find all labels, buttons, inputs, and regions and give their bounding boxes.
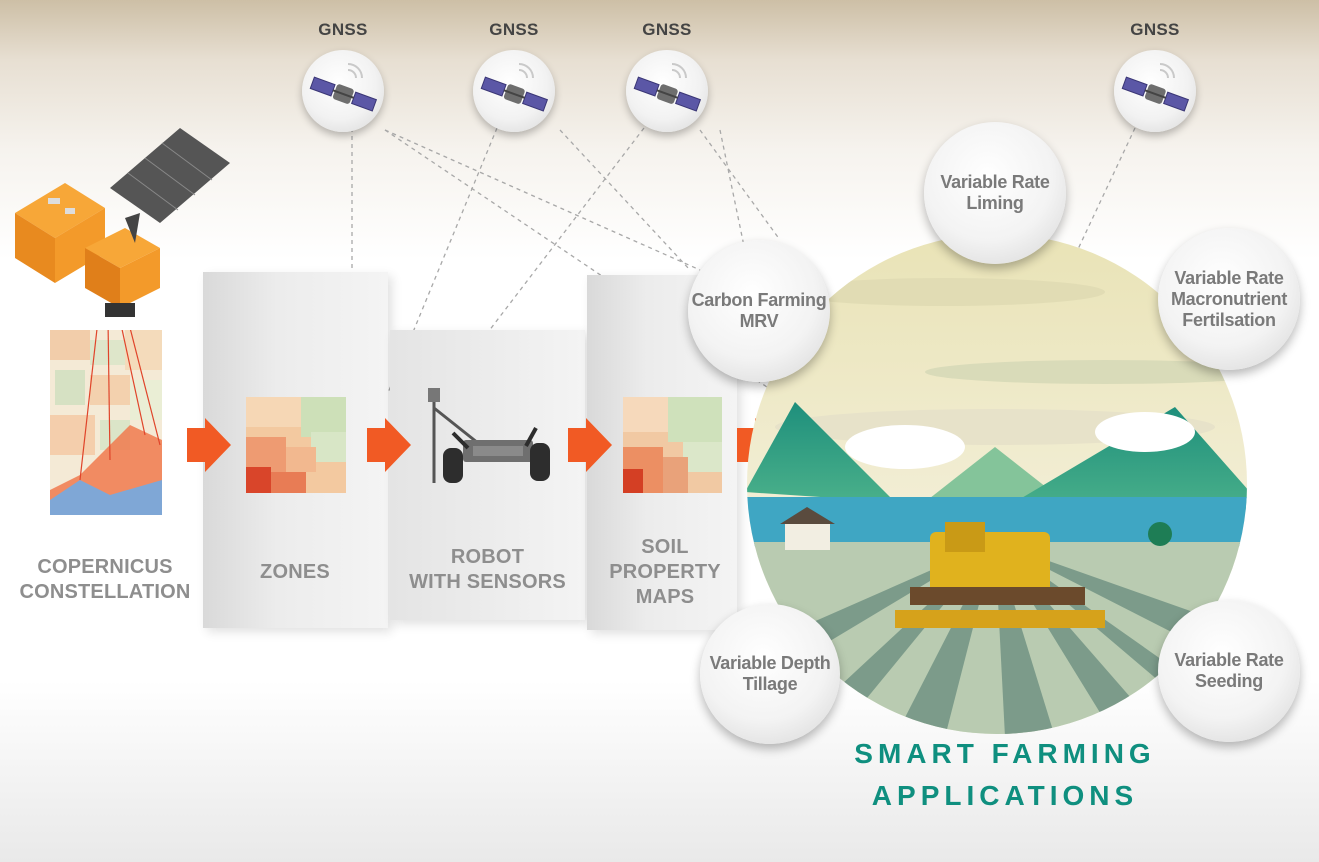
stage-label-line: PROPERTY xyxy=(609,561,721,583)
stage-label-copernicus: COPERNICUS CONSTELLATION xyxy=(10,555,200,605)
app-variable-rate-liming: Variable Rate Liming xyxy=(924,122,1066,264)
app-variable-rate-seeding: Variable Rate Seeding xyxy=(1158,600,1300,742)
satellite-icon xyxy=(626,50,708,132)
satellite-icon xyxy=(302,50,384,132)
app-text-line: Variable Depth xyxy=(709,653,831,673)
app-text-line: Macronutrient xyxy=(1170,288,1288,309)
app-variable-depth-tillage: Variable Depth Tillage xyxy=(700,604,840,744)
stage-label-soil-maps: SOIL PROPERTY MAPS xyxy=(590,535,740,610)
stage-label-line: WITH SENSORS xyxy=(409,571,566,593)
stage-label-line: MAPS xyxy=(635,586,695,608)
app-text-line: Variable Rate xyxy=(940,172,1050,192)
app-carbon-farming: Carbon Farming MRV xyxy=(688,240,830,382)
flow-arrow-3-head xyxy=(586,418,612,472)
app-text-line: MRV xyxy=(739,311,779,331)
robot-panel xyxy=(390,330,585,620)
stage-label-line: CONSTELLATION xyxy=(19,581,191,603)
gnss-label: GNSS xyxy=(1130,20,1180,39)
title-line-1: SMART FARMING xyxy=(854,738,1156,769)
app-text-line: Variable Rate xyxy=(1174,267,1284,288)
flow-arrow-3 xyxy=(568,428,586,462)
app-text-line: Liming xyxy=(966,193,1024,213)
flow-arrow-2-head xyxy=(385,418,411,472)
stage-label-zones: ZONES xyxy=(215,560,375,585)
gnss-label: GNSS xyxy=(642,20,692,39)
app-text-line: Carbon Farming xyxy=(691,290,827,310)
stage-label-line: ROBOT xyxy=(450,546,525,568)
app-variable-rate-fertilisation: Variable Rate Macronutrient Fertilsation xyxy=(1158,228,1300,370)
gnss-label: GNSS xyxy=(489,20,539,39)
stage-label-robot: ROBOT WITH SENSORS xyxy=(395,545,580,595)
app-text-line: Variable Rate xyxy=(1174,650,1284,670)
satellite-icon xyxy=(1114,50,1196,132)
stage-label-line: ZONES xyxy=(260,561,330,583)
app-text-line: Seeding xyxy=(1195,671,1263,691)
flow-arrow-1 xyxy=(187,428,205,462)
stage-label-line: SOIL xyxy=(641,536,689,558)
stage-label-line: COPERNICUS xyxy=(37,556,173,578)
soil-robot-icon xyxy=(428,388,550,483)
gnss-label: GNSS xyxy=(318,20,368,39)
title-line-2: APPLICATIONS xyxy=(871,780,1139,811)
soil-property-heatmap xyxy=(623,397,722,493)
satellite-icon xyxy=(473,50,555,132)
flow-arrow-1-head xyxy=(205,418,231,472)
copernicus-map xyxy=(50,330,162,515)
earth-observation-satellite-icon xyxy=(15,128,230,317)
zones-heatmap xyxy=(246,397,346,493)
flow-arrow-2 xyxy=(367,428,385,462)
app-text-line: Tillage xyxy=(742,674,798,694)
app-text-line: Fertilsation xyxy=(1182,309,1276,330)
